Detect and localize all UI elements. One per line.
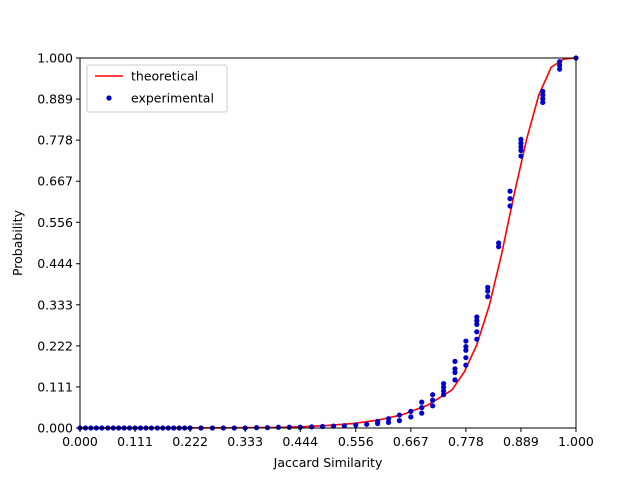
data-point-experimental: [474, 329, 480, 335]
legend-label-theoretical: theoretical: [131, 69, 198, 84]
y-tick-label: 0.000: [37, 421, 73, 436]
data-point-experimental: [419, 410, 425, 416]
data-point-experimental: [474, 318, 480, 324]
data-point-experimental: [408, 408, 414, 414]
data-point-experimental: [452, 369, 458, 376]
data-point-experimental: [353, 422, 359, 428]
series-line-theoretical: [79, 57, 577, 429]
data-point-experimental: [540, 99, 546, 105]
data-point-experimental: [507, 196, 513, 202]
data-point-experimental: [485, 288, 491, 294]
data-point-experimental: [463, 344, 469, 350]
data-point-experimental: [396, 412, 403, 418]
data-point-experimental: [485, 294, 491, 300]
x-tick-label: 0.222: [172, 434, 208, 449]
data-point-experimental: [430, 403, 436, 409]
x-tick-label: 0.667: [393, 434, 429, 449]
data-point-experimental: [507, 203, 513, 209]
data-point-experimental: [364, 421, 370, 427]
y-tick-label: 0.111: [37, 379, 73, 394]
plot-frame: [79, 57, 577, 429]
data-point-experimental: [408, 414, 414, 420]
x-tick-label: 0.889: [503, 434, 539, 449]
data-point-experimental: [507, 188, 513, 194]
x-axis-label: Jaccard Similarity: [273, 455, 383, 470]
data-point-experimental: [496, 240, 502, 246]
y-tick-label: 0.778: [37, 133, 73, 148]
data-point-experimental: [557, 66, 563, 72]
data-point-experimental: [440, 392, 447, 398]
data-point-experimental: [430, 397, 436, 403]
data-point-experimental: [557, 59, 563, 65]
data-point-experimental: [557, 62, 563, 68]
data-point-experimental: [463, 362, 469, 368]
y-tick-label: 1.000: [37, 51, 73, 66]
y-tick-label: 0.333: [37, 297, 73, 312]
x-tick-label: 0.333: [227, 434, 263, 449]
x-axis-ticks: 0.000 0.111 0.222 0.333 0.444 0.556 0.667 0.778…: [62, 428, 594, 449]
x-tick-label: 0.111: [117, 434, 153, 449]
y-tick-label: 0.889: [37, 92, 73, 107]
data-point-experimental: [496, 244, 502, 250]
y-axis-label: Probability: [10, 209, 25, 276]
data-point-experimental: [275, 424, 281, 430]
data-point-experimental: [309, 424, 315, 430]
x-tick-label: 0.444: [282, 434, 318, 449]
x-tick-label: 0.556: [338, 434, 374, 449]
data-point-experimental: [518, 140, 524, 146]
data-point-experimental: [297, 424, 303, 430]
data-point-experimental: [518, 144, 524, 150]
y-tick-label: 0.667: [37, 174, 73, 189]
y-tick-label: 0.556: [37, 215, 73, 230]
data-point-experimental: [518, 153, 524, 159]
data-point-experimental: [463, 347, 469, 353]
data-point-experimental: [518, 147, 524, 154]
y-axis-ticks: 0.000 0.111 0.222 0.333 0.444 0.556 0.667 0.778…: [37, 51, 80, 436]
data-point-experimental: [385, 416, 392, 422]
data-point-experimental: [419, 405, 425, 411]
data-point-experimental: [540, 88, 546, 94]
data-point-experimental: [440, 384, 447, 390]
legend-marker-experimental: [106, 95, 112, 101]
data-point-experimental: [430, 392, 436, 398]
data-point-experimental: [452, 377, 458, 383]
data-point-experimental: [396, 418, 403, 424]
data-point-experimental: [452, 358, 458, 364]
data-point-experimental: [474, 321, 480, 327]
y-tick-label: 0.222: [37, 338, 73, 353]
data-point-experimental: [463, 355, 469, 361]
legend-label-experimental: experimental: [131, 91, 214, 106]
data-point-experimental: [286, 424, 292, 430]
data-point-experimental: [474, 336, 480, 342]
x-tick-label: 1.000: [558, 434, 594, 449]
data-point-experimental: [385, 419, 392, 426]
x-tick-label: 0.778: [448, 434, 484, 449]
x-tick-label: 0.000: [62, 434, 98, 449]
data-point-experimental: [485, 284, 491, 290]
data-point-experimental: [540, 92, 546, 98]
data-point-experimental: [330, 423, 337, 429]
data-point-experimental: [440, 388, 447, 394]
data-point-experimental: [419, 399, 425, 405]
y-tick-label: 0.444: [37, 256, 73, 271]
data-point-experimental: [375, 418, 381, 424]
data-point-experimental: [440, 381, 447, 387]
data-point-experimental: [463, 338, 469, 344]
legend: theoretical experimental: [86, 64, 228, 113]
data-point-experimental: [474, 314, 480, 320]
data-point-experimental: [452, 366, 458, 372]
data-point-experimental: [540, 96, 546, 102]
data-point-experimental: [518, 136, 524, 142]
data-point-experimental: [341, 423, 347, 429]
